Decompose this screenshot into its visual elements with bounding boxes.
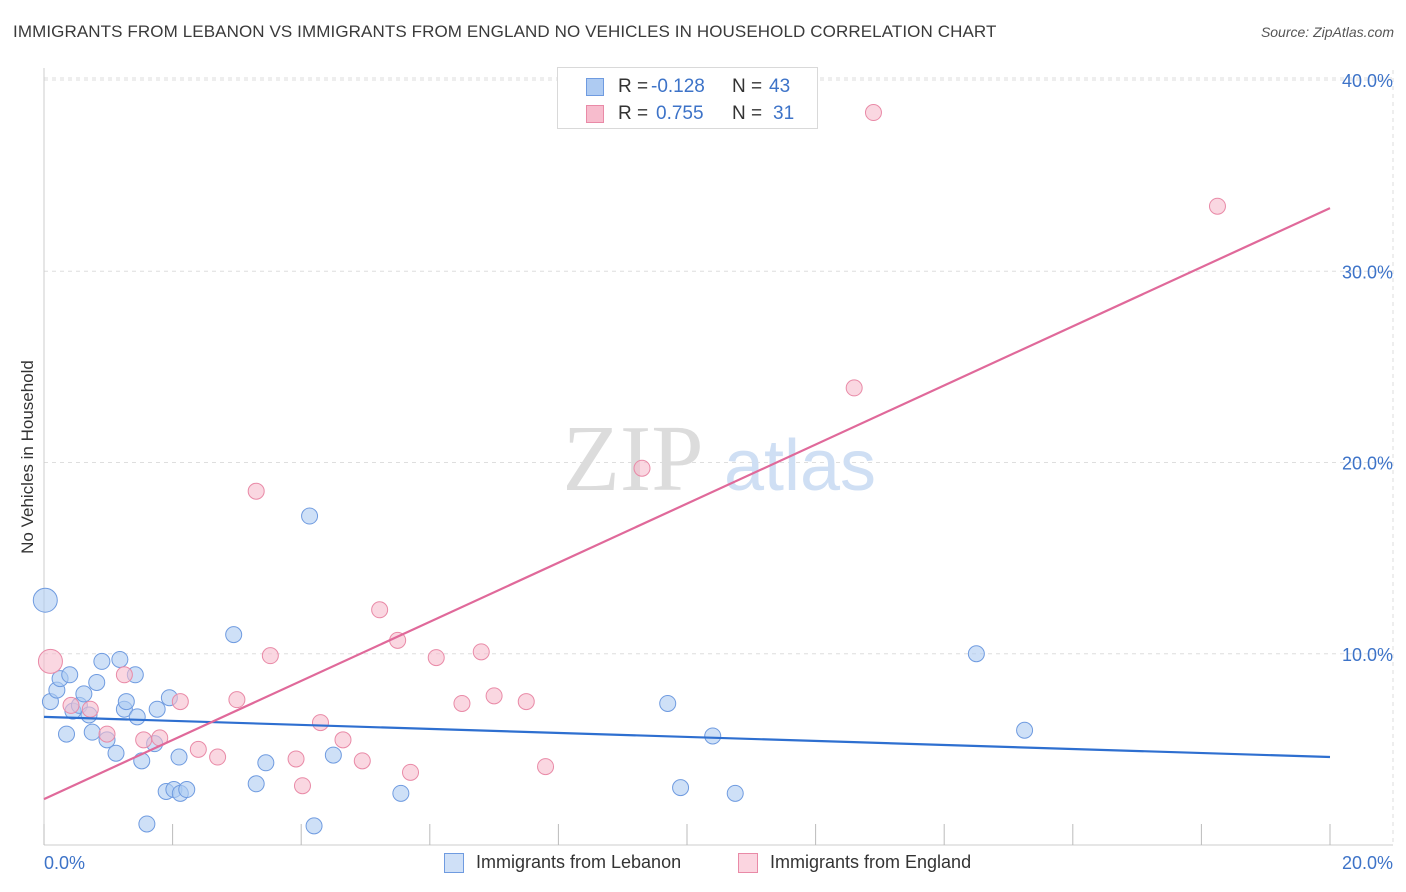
trend-lines bbox=[43, 207, 1331, 801]
lebanon-point bbox=[88, 673, 106, 691]
england-point bbox=[81, 700, 99, 718]
england-point bbox=[334, 731, 352, 749]
england-point bbox=[98, 725, 116, 743]
lebanon-point bbox=[704, 727, 722, 745]
lebanon-point bbox=[75, 685, 93, 703]
lebanon-point bbox=[58, 725, 76, 743]
lebanon-point bbox=[672, 779, 690, 797]
england-point bbox=[135, 731, 153, 749]
england-point bbox=[261, 647, 279, 665]
lebanon-point bbox=[170, 748, 188, 766]
r-label: R = bbox=[618, 76, 649, 97]
lebanon-point bbox=[178, 781, 196, 799]
lebanon-point bbox=[301, 507, 319, 525]
lebanon-point bbox=[128, 708, 146, 726]
lebanon-point bbox=[61, 666, 79, 684]
lebanon-legend-swatch bbox=[444, 853, 464, 873]
data-points bbox=[32, 104, 1226, 835]
tick-labels: 10.0% 20.0% 30.0% 40.0% 0.0% 20.0% bbox=[44, 71, 1393, 873]
england-point bbox=[247, 482, 265, 500]
lebanon-legend-label: Immigrants from Lebanon bbox=[476, 852, 682, 872]
lebanon-point bbox=[659, 694, 677, 712]
england-point bbox=[537, 758, 555, 776]
england-point bbox=[845, 379, 863, 397]
england-point bbox=[62, 696, 80, 714]
england-point bbox=[371, 601, 389, 619]
england-point bbox=[1208, 197, 1226, 215]
chart-title: IMMIGRANTS FROM LEBANON VS IMMIGRANTS FR… bbox=[13, 22, 997, 41]
lebanon-point bbox=[967, 645, 985, 663]
england-swatch bbox=[586, 105, 604, 123]
watermark-zip: ZIP bbox=[563, 407, 704, 511]
england-point bbox=[485, 687, 503, 705]
england-point bbox=[633, 459, 651, 477]
england-point bbox=[209, 748, 227, 766]
lebanon-point bbox=[257, 754, 275, 772]
england-legend-swatch bbox=[738, 853, 758, 873]
england-point bbox=[402, 763, 420, 781]
watermark: ZIP atlas bbox=[563, 407, 877, 511]
lebanon-point bbox=[1016, 721, 1034, 739]
england-point bbox=[864, 104, 882, 122]
england-point bbox=[228, 691, 246, 709]
england-point bbox=[287, 750, 305, 768]
lebanon-point bbox=[111, 650, 129, 668]
y-tick-label: 10.0% bbox=[1342, 645, 1393, 665]
lebanon-point bbox=[32, 587, 58, 613]
n-label: N = bbox=[732, 76, 763, 97]
england-point bbox=[293, 777, 311, 795]
england-point bbox=[517, 693, 535, 711]
lebanon-swatch bbox=[586, 78, 604, 96]
n-value-lebanon: 43 bbox=[769, 76, 791, 97]
england-point bbox=[353, 752, 371, 770]
gridlines bbox=[44, 70, 1394, 845]
england-point bbox=[37, 648, 63, 674]
lebanon-point bbox=[392, 784, 410, 802]
legend-row-england: R = 0.755 N = 31 bbox=[558, 101, 818, 127]
source-credit: Source: ZipAtlas.com bbox=[1260, 24, 1394, 40]
lebanon-point bbox=[726, 784, 744, 802]
lebanon-point bbox=[83, 723, 101, 741]
n-value-england: 31 bbox=[773, 103, 795, 124]
lebanon-point bbox=[324, 746, 342, 764]
lebanon-point bbox=[117, 693, 135, 711]
lebanon-point bbox=[148, 700, 166, 718]
y-tick-label: 20.0% bbox=[1342, 454, 1393, 474]
r-value-lebanon: -0.128 bbox=[651, 76, 705, 97]
x-tick-label: 0.0% bbox=[44, 853, 85, 873]
n-label: N = bbox=[732, 103, 763, 124]
r-value-england: 0.755 bbox=[656, 103, 704, 124]
lebanon-point bbox=[138, 815, 156, 833]
england-legend-label: Immigrants from England bbox=[770, 852, 972, 872]
england-point bbox=[171, 693, 189, 711]
legend-row-lebanon: R = -0.128 N = 43 bbox=[558, 74, 818, 100]
england-point bbox=[115, 666, 133, 684]
lebanon-point bbox=[93, 652, 111, 670]
watermark-atlas: atlas bbox=[724, 426, 876, 506]
y-tick-label: 40.0% bbox=[1342, 71, 1393, 91]
r-label: R = bbox=[618, 103, 649, 124]
y-tick-label: 30.0% bbox=[1342, 262, 1393, 282]
axes bbox=[43, 68, 1393, 846]
england-trend-line bbox=[43, 207, 1331, 801]
y-axis-title: No Vehicles in Household bbox=[18, 360, 37, 554]
england-point bbox=[189, 740, 207, 758]
lebanon-point bbox=[225, 626, 243, 644]
lebanon-point bbox=[247, 775, 265, 793]
lebanon-point bbox=[305, 817, 323, 835]
england-point bbox=[311, 714, 329, 732]
england-point bbox=[472, 643, 490, 661]
lebanon-trend-line bbox=[43, 715, 1331, 759]
england-point bbox=[453, 694, 471, 712]
england-point bbox=[427, 649, 445, 667]
lebanon-point bbox=[107, 744, 125, 762]
correlation-legend: R = -0.128 N = 43 R = 0.755 N = 31 bbox=[557, 67, 818, 129]
x-tick-label: 20.0% bbox=[1342, 853, 1393, 873]
